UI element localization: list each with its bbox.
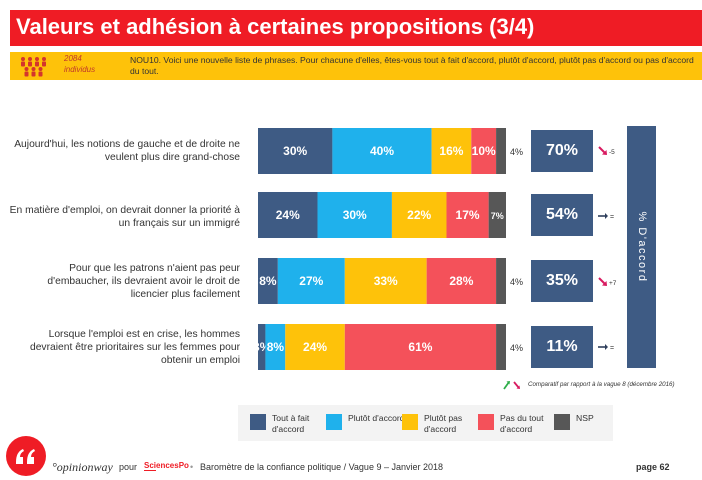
bar-value-label: 30% [283,144,307,158]
agree-total-column [627,126,656,368]
footer-separator: • [190,462,194,472]
sciencespo-logo: SciencesPo [144,461,189,471]
opinionway-logo: °opinionway [52,460,113,474]
bar-value-label: 16% [439,144,463,158]
row-label-3: Pour que les patrons n'aient pas peur d'… [47,263,240,300]
comparison-arrows-icon [503,381,520,390]
svg-text:=: = [610,345,614,352]
footer-source: Baromètre de la confiance politique / Va… [200,462,443,472]
legend-label: Pas du tout d'accord [500,413,544,434]
legend-swatch [326,414,342,430]
row-label-1: Aujourd'hui, les notions de gauche et de… [14,139,240,163]
nsp-value-label: 4% [510,147,523,157]
row-label-2: En matière d'emploi, on devrait donner l… [9,205,240,229]
bar-segment [391,192,447,238]
comparison-note: Comparatif par rapport à la vague 8 (déc… [528,381,675,388]
bar-segment [496,258,506,304]
trend-equal-icon: = [598,213,614,221]
bar-value-label: 10% [472,144,496,158]
bar-value-label: 8% [259,274,277,288]
bar-segment [431,128,472,174]
bar-segment [426,258,497,304]
svg-text:SciencesPo: SciencesPo [144,461,189,470]
bar-value-label: 33% [374,274,398,288]
agree-total-2: 54% [531,194,593,236]
agree-total-4: 11% [531,326,593,368]
agree-total-3: 35% [531,260,593,302]
bar-value-label: 30% [343,208,367,222]
agree-total-1: 70% [531,130,593,172]
quote-logo [6,436,46,476]
bar-segment [317,192,392,238]
legend-swatch [250,414,266,430]
nsp-value-label: 4% [510,343,523,353]
legend-label: Tout à fait d'accord [272,413,310,434]
bar-value-label: 17% [456,208,480,222]
bar-segment [446,192,489,238]
legend-swatch [402,414,418,430]
trend-equal-icon: = [598,344,614,352]
bar-segment [488,192,506,238]
bar-value-label: 8% [267,340,285,354]
bar-segment [344,324,497,370]
bar-value-label: 28% [449,274,473,288]
people-icon [21,57,46,77]
legend-label: Plutôt pas d'accord [424,413,463,434]
bar-segment [496,128,506,174]
bar-segment [344,258,427,304]
bar-segment [265,324,286,370]
bar-segment [277,258,345,304]
trend-up-icon: +7 [598,277,617,287]
page-number: page 62 [636,462,670,472]
svg-text:=: = [610,214,614,221]
bar-segment [496,324,506,370]
legend-swatch [554,414,570,430]
bar-value-label: 24% [276,208,300,222]
sample-unit: individus [64,65,96,74]
chart-legend: Tout à fait d'accord Plutôt d'accord Plu… [238,405,613,441]
bar-value-label: 24% [303,340,327,354]
bar-segment [332,128,432,174]
nsp-value-label: 4% [510,277,523,287]
question-band: 2084 individus NOU10. Voici une nouvelle… [10,52,702,80]
bar-value-label: 40% [370,144,394,158]
bar-segment [258,258,278,304]
quote-icon [16,449,35,464]
question-text: NOU10. Voici une nouvelle liste de phras… [130,55,694,76]
agree-total-label: % D'accord [636,211,648,283]
trend-down-icon: -5 [598,146,615,156]
svg-text:-5: -5 [609,149,615,156]
footer-partner-word: pour [119,462,138,472]
title-bar: Valeurs et adhésion à certaines proposit… [10,10,702,46]
legend-swatch [478,414,494,430]
nsp-value-label: 7% [491,211,504,221]
svg-text:+7: +7 [609,280,617,287]
legend-label: NSP [576,413,594,423]
bar-value-label: 27% [299,274,323,288]
bar-segment [258,192,318,238]
bar-segment [258,128,333,174]
sample-count: 2084 [64,54,82,63]
bar-segment [285,324,345,370]
bar-segment [258,324,266,370]
bar-segment [471,128,497,174]
legend-label: Plutôt d'accord [348,413,405,423]
page-title: Valeurs et adhésion à certaines proposit… [16,14,535,39]
bar-value-label: 22% [407,208,431,222]
bar-value-label: 61% [408,340,432,354]
row-label-4: Lorsque l'emploi est en crise, les homme… [29,329,240,366]
